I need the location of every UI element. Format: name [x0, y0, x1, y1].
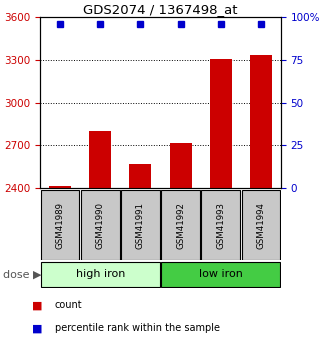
Text: GSM41994: GSM41994 [256, 201, 265, 249]
Text: percentile rank within the sample: percentile rank within the sample [55, 324, 220, 333]
Bar [129, 164, 152, 188]
Bar [210, 59, 232, 188]
Bar [202, 190, 240, 260]
Bar [250, 55, 272, 188]
Text: ■: ■ [32, 300, 43, 310]
Bar [241, 190, 280, 260]
Bar [41, 190, 79, 260]
Text: GSM41990: GSM41990 [96, 201, 105, 249]
Bar [49, 186, 71, 188]
Bar [41, 262, 160, 287]
Text: count: count [55, 300, 82, 310]
Bar [89, 131, 111, 188]
Text: dose ▶: dose ▶ [3, 270, 42, 279]
Text: high iron: high iron [76, 269, 125, 279]
Text: ■: ■ [32, 324, 43, 333]
Bar [161, 190, 200, 260]
Title: GDS2074 / 1367498_at: GDS2074 / 1367498_at [83, 3, 238, 16]
Bar [81, 190, 119, 260]
Bar [161, 262, 280, 287]
Text: low iron: low iron [199, 269, 243, 279]
Text: GSM41989: GSM41989 [56, 201, 65, 249]
Bar [169, 143, 192, 188]
Text: GSM41991: GSM41991 [136, 201, 145, 249]
Bar [121, 190, 160, 260]
Text: GSM41992: GSM41992 [176, 201, 185, 249]
Text: GSM41993: GSM41993 [216, 201, 225, 249]
